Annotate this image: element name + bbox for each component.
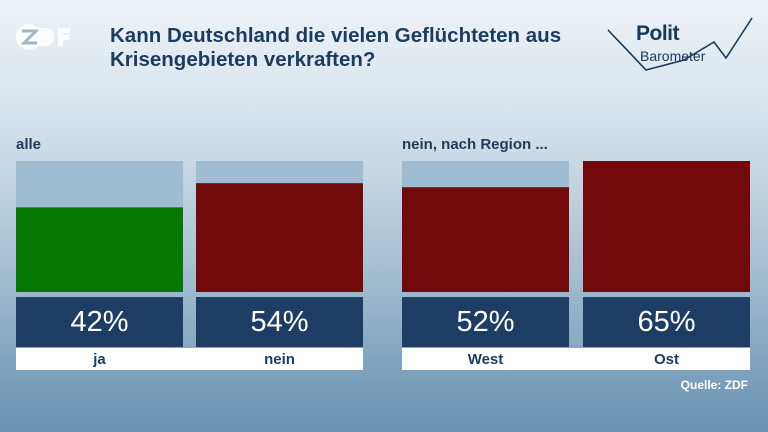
category-label-ja-nein-row: ja nein — [16, 348, 363, 370]
zdf-logo-icon — [16, 24, 70, 50]
category-label-ja: ja — [93, 350, 106, 368]
politbarometer-logo: Polit Barometer — [606, 12, 756, 82]
source-note: Quelle: ZDF — [680, 378, 748, 392]
chart-title: Kann Deutschland die vielen Geflüchteten… — [110, 24, 562, 71]
group-label-region: nein, nach Region ... — [402, 136, 548, 153]
bar-west — [402, 187, 569, 292]
bar-nein — [196, 183, 363, 292]
politbarometer-logo-icon — [607, 17, 753, 71]
value-label-ja: 42% — [16, 297, 183, 347]
category-label-region-row: West Ost — [402, 348, 750, 370]
bar-ost — [583, 161, 750, 292]
group-label-alle: alle — [16, 136, 42, 153]
value-label-ost: 65% — [583, 297, 750, 347]
politbarometer-barometer-text: Barometer — [640, 48, 706, 64]
value-label-west: 52% — [402, 297, 569, 347]
value-label-nein: 54% — [196, 297, 363, 347]
category-label-west: West — [467, 350, 504, 368]
bar-ja — [16, 207, 183, 292]
category-label-nein: nein — [264, 350, 295, 368]
category-label-ost: Ost — [653, 350, 679, 368]
politbarometer-polit-text: Polit — [636, 22, 680, 45]
